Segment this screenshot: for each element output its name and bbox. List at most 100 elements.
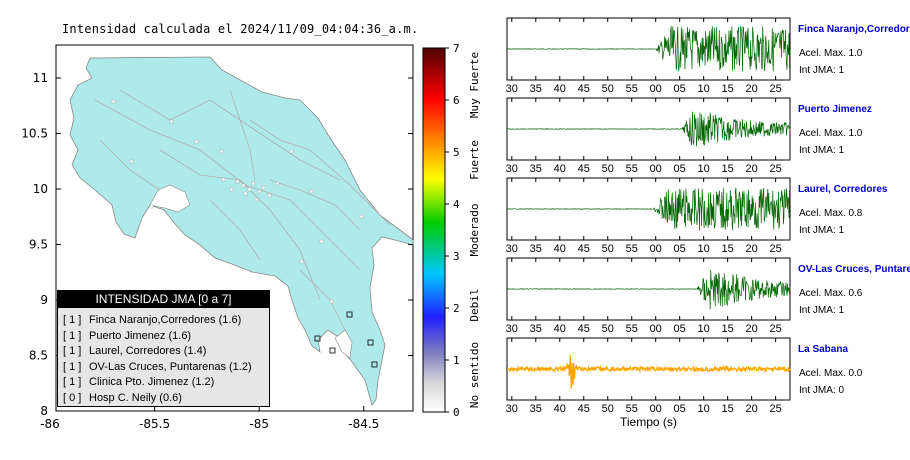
waveform bbox=[506, 187, 791, 231]
legend-row: [ 1 ] OV-Las Cruces, Puntarenas (1.2) bbox=[58, 360, 269, 376]
trace-tick-label: 00 bbox=[650, 243, 662, 255]
trace-tick-label: 55 bbox=[626, 163, 638, 175]
trace-tick-label: 15 bbox=[722, 243, 734, 255]
legend-row-station: Clinica Pto. Jimenez (1.2) bbox=[89, 376, 215, 388]
trace-tick-label: 25 bbox=[769, 163, 781, 175]
golfo-dulce bbox=[334, 329, 353, 359]
map-y-tick-label: 10.5 bbox=[21, 127, 48, 141]
station-max-acceleration: Acel. Max. 0.6 bbox=[799, 288, 863, 299]
trace-tick-label: 40 bbox=[554, 323, 566, 335]
trace-tick-label: 20 bbox=[746, 83, 758, 95]
station-max-acceleration: Acel. Max. 0.8 bbox=[799, 208, 863, 219]
colorbar-gradient bbox=[422, 47, 446, 413]
colorbar-category-label: Fuerte bbox=[468, 140, 481, 180]
gulf-of-nicoya bbox=[149, 184, 191, 213]
intensity-colorbar: 0 1 2 3 4 5 6 7 No sentido Debil Moderado Fuerte Mu… bbox=[422, 42, 481, 419]
station-max-acceleration: Acel. Max. 0.0 bbox=[799, 368, 863, 379]
trace-tick-label: 05 bbox=[674, 403, 686, 415]
legend-row-station: Finca Naranjo,Corredores (1.6) bbox=[89, 314, 242, 326]
map-y-tick-label: 11 bbox=[33, 71, 48, 85]
trace-tick-label: 50 bbox=[602, 403, 614, 415]
station-name: OV-Las Cruces, Puntarenas bbox=[798, 264, 910, 275]
station-jma-intensity: Int JMA: 1 bbox=[799, 65, 845, 76]
event-stations bbox=[314, 311, 378, 368]
trace-tick-label: 05 bbox=[674, 83, 686, 95]
waveform bbox=[507, 355, 791, 389]
trace-tick-label: 20 bbox=[746, 323, 758, 335]
trace-tick-label: 30 bbox=[506, 403, 518, 415]
trace-tick-label: 25 bbox=[769, 403, 781, 415]
trace-tick-label: 55 bbox=[626, 323, 638, 335]
trace-tick-label: 45 bbox=[578, 243, 590, 255]
trace-tick-label: 45 bbox=[578, 163, 590, 175]
map-y-tick-label: 8.5 bbox=[29, 349, 48, 363]
legend-row-station: Laurel, Corredores (1.4) bbox=[89, 345, 207, 357]
trace-panel: 30 35 40 45 50 55 00 05 10 15 20 25 bbox=[506, 257, 791, 335]
trace-tick-label: 15 bbox=[722, 323, 734, 335]
map-x-tick-label: -85 bbox=[249, 417, 269, 431]
trace-tick-label: 40 bbox=[554, 243, 566, 255]
trace-tick-label: 50 bbox=[602, 323, 614, 335]
colorbar-tick-label: 3 bbox=[453, 250, 460, 263]
station-jma-intensity: Int JMA: 1 bbox=[799, 305, 845, 316]
colorbar-category-label: Muy Fuerte bbox=[468, 52, 481, 118]
trace-tick-label: 05 bbox=[674, 243, 686, 255]
trace-tick-label: 30 bbox=[506, 163, 518, 175]
trace-tick-label: 40 bbox=[554, 403, 566, 415]
colorbar-tick-label: 7 bbox=[453, 42, 460, 55]
legend-row: [ 1 ] Puerto Jimenez (1.6) bbox=[58, 329, 269, 345]
trace-tick-label: 40 bbox=[554, 163, 566, 175]
trace-tick-label: 05 bbox=[674, 163, 686, 175]
intensity-legend: INTENSIDAD JMA [0 a 7] [ 1 ] Finca Naranj… bbox=[57, 290, 270, 407]
legend-row: [ 1 ] Laurel, Corredores (1.4) bbox=[58, 344, 269, 360]
map-y-tick-label: 10 bbox=[33, 182, 48, 196]
trace-tick-label: 00 bbox=[650, 403, 662, 415]
trace-tick-label: 20 bbox=[746, 243, 758, 255]
trace-tick-label: 55 bbox=[626, 83, 638, 95]
trace-tick-label: 00 bbox=[650, 163, 662, 175]
trace-tick-label: 10 bbox=[698, 243, 710, 255]
legend-row-level: [ 1 ] bbox=[63, 314, 82, 326]
map-y-tick-label: 8 bbox=[40, 404, 48, 418]
trace-tick-label: 50 bbox=[602, 243, 614, 255]
map-y-tick-label: 9 bbox=[40, 293, 48, 307]
trace-tick-label: 00 bbox=[650, 83, 662, 95]
station-jma-intensity: Int JMA: 1 bbox=[799, 225, 845, 236]
trace-tick-label: 25 bbox=[769, 323, 781, 335]
colorbar-tick-label: 2 bbox=[453, 302, 460, 315]
trace-tick-label: 20 bbox=[746, 403, 758, 415]
map-x-axis: -86-85.5-85-84.5-84-83.5-83 bbox=[40, 406, 379, 431]
station-name: Finca Naranjo,Corredores bbox=[798, 24, 910, 35]
trace-tick-label: 35 bbox=[530, 83, 542, 95]
trace-tick-label: 30 bbox=[506, 243, 518, 255]
colorbar-category-label: No sentido bbox=[468, 342, 481, 408]
trace-tick-label: 10 bbox=[698, 323, 710, 335]
station-jma-intensity: Int JMA: 0 bbox=[799, 385, 845, 396]
trace-tick-label: 30 bbox=[506, 83, 518, 95]
legend-row-station: Puerto Jimenez (1.6) bbox=[89, 329, 192, 342]
legend-rows: [ 1 ] Finca Naranjo,Corredores (1.6)[ 1 ]… bbox=[58, 308, 269, 406]
waveform bbox=[507, 25, 791, 72]
trace-tick-label: 30 bbox=[506, 323, 518, 335]
legend-row: [ 1 ] Clinica Pto. Jimenez (1.2) bbox=[58, 375, 269, 391]
trace-tick-label: 10 bbox=[698, 83, 710, 95]
trace-tick-label: 00 bbox=[650, 323, 662, 335]
colorbar-labels: No sentido Debil Moderado Fuerte Muy Fuerte bbox=[468, 52, 481, 408]
colorbar-tick-label: 1 bbox=[453, 354, 460, 367]
colorbar-category-label: Moderado bbox=[468, 204, 481, 257]
map-x-tick-label: -85.5 bbox=[139, 417, 170, 431]
trace-tick-label: 35 bbox=[530, 403, 542, 415]
legend-row-level: [ 1 ] bbox=[63, 329, 82, 342]
trace-tick-label: 25 bbox=[769, 243, 781, 255]
station-max-acceleration: Acel. Max. 1.0 bbox=[799, 128, 863, 139]
legend-row: [ 1 ] Finca Naranjo,Corredores (1.6) bbox=[58, 313, 269, 329]
trace-panel: 30 35 40 45 50 55 00 05 10 15 20 25 bbox=[506, 17, 791, 95]
trace-panel: 30 35 40 45 50 55 00 05 10 15 20 25 bbox=[506, 177, 791, 255]
trace-tick-label: 35 bbox=[530, 243, 542, 255]
trace-tick-label: 35 bbox=[530, 323, 542, 335]
station-markers bbox=[111, 99, 364, 304]
colorbar-tick-label: 5 bbox=[453, 146, 460, 159]
legend-row-level: [ 0 ] bbox=[63, 391, 82, 404]
colorbar-category-label: Debil bbox=[468, 288, 481, 321]
trace-tick-label: 40 bbox=[554, 83, 566, 95]
